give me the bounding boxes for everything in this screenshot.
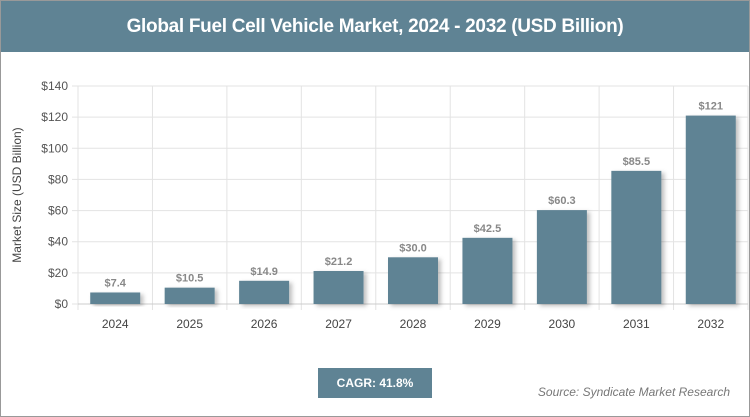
x-tick-label: 2029	[474, 317, 501, 331]
data-label: $85.5	[623, 156, 651, 168]
data-label: $60.3	[548, 195, 576, 207]
chart-title: Global Fuel Cell Vehicle Market, 2024 - …	[1, 1, 749, 52]
y-axis-label: Market Size (USD Billion)	[10, 127, 24, 262]
data-label: $42.5	[474, 223, 502, 235]
x-tick-label: 2028	[400, 317, 427, 331]
x-tick-label: 2025	[176, 317, 203, 331]
x-tick-label: 2024	[102, 317, 129, 331]
y-tick-label: $120	[41, 110, 68, 124]
x-tick-label: 2027	[325, 317, 352, 331]
x-tick-label: 2031	[623, 317, 650, 331]
x-tick-label: 2030	[549, 317, 576, 331]
bar	[90, 292, 141, 304]
data-label: $121	[699, 101, 723, 113]
y-tick-label: $60	[48, 204, 68, 218]
bar	[685, 115, 736, 304]
data-label: $21.2	[325, 256, 353, 268]
y-tick-label: $20	[48, 266, 68, 280]
y-tick-label: $80	[48, 172, 68, 186]
bar	[462, 237, 513, 304]
data-label: $30.0	[399, 242, 427, 254]
bar	[388, 257, 438, 304]
data-label: $7.4	[105, 277, 127, 289]
data-label: $10.5	[176, 273, 204, 285]
bar	[536, 210, 587, 304]
bar	[164, 287, 215, 304]
y-tick-label: $140	[41, 79, 68, 93]
y-tick-label: $100	[41, 141, 68, 155]
y-tick-label: $0	[55, 297, 69, 311]
cagr-badge: CAGR: 41.8%	[318, 368, 432, 398]
x-tick-label: 2032	[697, 317, 724, 331]
source-note: Source: Syndicate Market Research	[537, 385, 730, 399]
bar	[611, 170, 662, 304]
y-tick-label: $40	[48, 235, 68, 249]
bar	[313, 270, 364, 304]
data-label: $14.9	[250, 266, 278, 278]
bar	[239, 280, 290, 304]
x-tick-label: 2026	[251, 317, 278, 331]
